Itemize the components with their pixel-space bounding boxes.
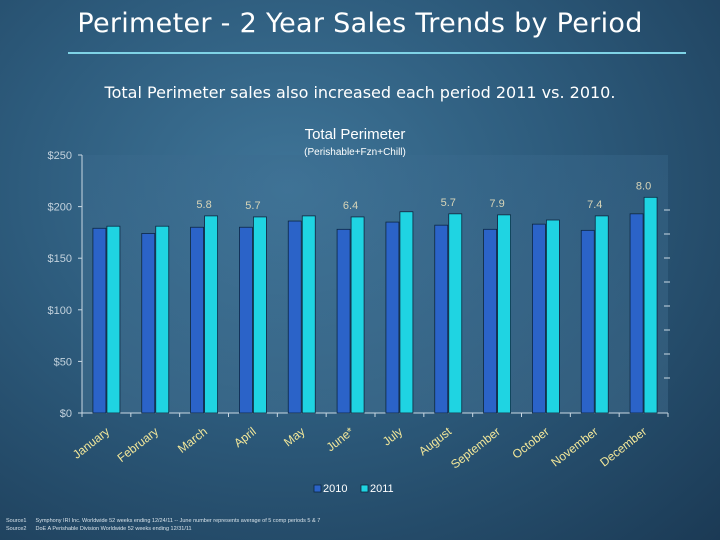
chart-title: Total Perimeter: [305, 126, 406, 143]
bar-2011-april: [253, 216, 267, 414]
bar-2010-august: [434, 224, 449, 414]
slide-subtitle: Total Perimeter sales also increased eac…: [104, 83, 616, 102]
data-label: 7.4: [587, 199, 602, 211]
bar-2011-january: [106, 225, 121, 414]
footnote-2: Source2 DoE A Perishable Division Worldw…: [6, 525, 320, 533]
data-label: 8.0: [636, 180, 651, 192]
data-label: 5.7: [441, 197, 456, 209]
footnotes: Source1 Symphony IRI Inc. Worldwide 52 w…: [6, 517, 320, 533]
bar-2010-july: [385, 221, 400, 414]
legend-label-2011: 2011: [370, 483, 394, 495]
chart-subtitle: (Perishable+Fzn+Chill): [304, 147, 406, 158]
y-tick-label: $150: [48, 253, 72, 265]
x-tick-label: April: [231, 424, 259, 450]
bar-2011-june: [350, 216, 365, 414]
legend-label-2010: 2010: [323, 483, 347, 495]
bar-2010-december: [629, 213, 644, 414]
bar-2011-march: [204, 215, 218, 414]
footnote-1-text: Symphony IRI Inc. Worldwide 52 weeks end…: [35, 518, 321, 524]
bar-2011-may: [301, 215, 316, 414]
x-tick-label: July: [380, 424, 405, 448]
bar-2010-march: [190, 226, 204, 414]
data-label: 7.9: [489, 198, 504, 210]
footnote-2-label: Source2: [6, 526, 27, 532]
slide-title: Perimeter - 2 Year Sales Trends by Perio…: [77, 8, 643, 39]
bar-2011-february: [155, 225, 170, 414]
bar-2011-august: [448, 213, 463, 414]
bar-2010-june: [336, 228, 351, 414]
bar-2010-may: [287, 220, 302, 414]
bar-2011-july: [399, 211, 414, 414]
data-label: 5.8: [196, 199, 211, 211]
data-label: 5.7: [245, 200, 260, 212]
bar-2011-october: [546, 219, 560, 414]
footnote-1: Source1 Symphony IRI Inc. Worldwide 52 w…: [6, 517, 320, 525]
title-divider: [68, 52, 686, 54]
footnote-1-label: Source1: [6, 518, 27, 524]
x-tick-label: August: [416, 424, 455, 458]
bar-2010-april: [239, 226, 253, 414]
legend-swatch-2011: [360, 484, 369, 493]
y-tick-label: $200: [48, 202, 72, 214]
y-tick-label: $0: [60, 408, 72, 420]
x-tick-label: January: [70, 424, 112, 461]
bar-2010-february: [141, 233, 156, 414]
y-tick-label: $100: [48, 305, 72, 317]
x-tick-label: February: [115, 424, 161, 465]
y-tick-label: $50: [54, 356, 72, 368]
bar-2011-september: [497, 214, 511, 414]
x-tick-label: October: [510, 424, 552, 461]
data-label: 6.4: [343, 200, 358, 212]
y-tick-label: $250: [48, 150, 72, 162]
x-tick-label: November: [548, 424, 600, 469]
x-tick-label: December: [597, 424, 649, 469]
plot-area: [82, 155, 668, 413]
bar-2011-november: [594, 215, 609, 414]
bar-2010-january: [92, 227, 107, 414]
legend-swatch-2010: [313, 484, 322, 493]
footnote-2-text: DoE A Perishable Division Worldwide 52 w…: [35, 526, 192, 532]
bar-2010-september: [483, 228, 497, 414]
bar-2010-november: [580, 229, 595, 414]
bar-2010-october: [532, 223, 546, 414]
x-tick-label: March: [175, 424, 210, 456]
x-tick-label: September: [448, 424, 503, 471]
x-tick-label: May: [281, 424, 307, 449]
x-tick-label: June*: [324, 424, 357, 454]
bar-2011-december: [643, 196, 658, 414]
